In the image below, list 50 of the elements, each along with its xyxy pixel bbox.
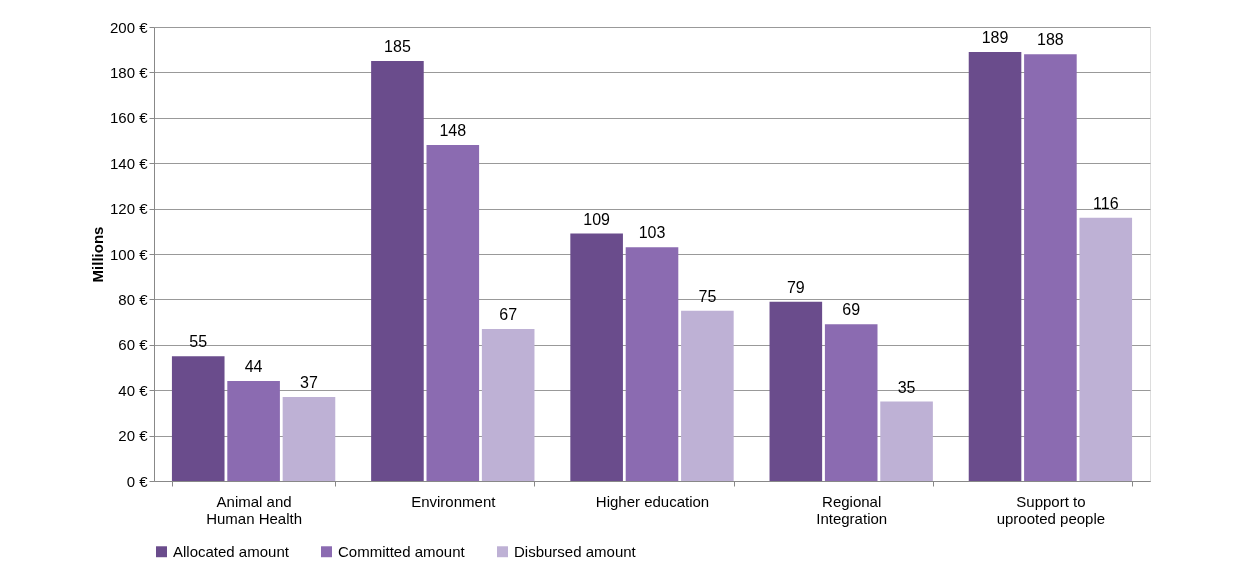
y-axis-title: Millions bbox=[88, 226, 106, 283]
bar bbox=[426, 145, 480, 481]
legend-label: Committed amount bbox=[338, 542, 466, 560]
x-tick-label: Regional Integration bbox=[816, 492, 888, 527]
data-label: 185 bbox=[384, 38, 411, 56]
legend-label: Allocated amount bbox=[173, 542, 290, 560]
data-label: 189 bbox=[981, 28, 1009, 46]
data-label: 103 bbox=[638, 224, 666, 242]
data-label: 75 bbox=[698, 287, 717, 305]
bar bbox=[880, 401, 933, 481]
y-tick-label: 80 € bbox=[118, 290, 149, 308]
y-tick-label: 160 € bbox=[109, 109, 149, 127]
y-tick-label: 120 € bbox=[109, 200, 149, 218]
x-tick-label: Environment bbox=[411, 492, 497, 510]
y-tick-label: 140 € bbox=[109, 154, 149, 172]
bar bbox=[769, 301, 823, 481]
bar bbox=[227, 381, 280, 481]
y-tick-label: 60 € bbox=[118, 336, 149, 354]
x-tick-label: Animal and Human Health bbox=[206, 492, 303, 527]
legend-label: Disbursed amount bbox=[514, 542, 637, 560]
x-tick-label: Support to uprooted people bbox=[996, 492, 1106, 527]
data-label: 79 bbox=[786, 278, 805, 296]
bar bbox=[824, 324, 878, 481]
y-tick-label: 100 € bbox=[109, 245, 149, 263]
y-tick-label: 180 € bbox=[109, 63, 149, 81]
y-tick-label: 0 € bbox=[126, 472, 149, 490]
data-label: 37 bbox=[300, 374, 318, 392]
bar bbox=[481, 328, 535, 481]
y-tick-label: 200 € bbox=[109, 18, 149, 36]
bar bbox=[968, 51, 1022, 481]
data-label: 55 bbox=[189, 333, 208, 351]
data-label: 35 bbox=[897, 378, 916, 396]
data-label: 44 bbox=[244, 358, 263, 376]
x-tick-label: Higher education bbox=[595, 492, 710, 510]
y-tick-label: 20 € bbox=[118, 427, 149, 445]
data-label: 67 bbox=[499, 305, 518, 323]
bar bbox=[282, 397, 336, 481]
y-tick-label: 40 € bbox=[118, 381, 149, 399]
bar bbox=[570, 233, 623, 481]
bar bbox=[681, 310, 734, 481]
data-label: 188 bbox=[1037, 31, 1064, 49]
data-label: 109 bbox=[583, 210, 611, 228]
bar bbox=[1079, 217, 1133, 481]
bar bbox=[171, 356, 225, 481]
bar bbox=[371, 61, 424, 481]
bar bbox=[1024, 54, 1077, 481]
bar bbox=[625, 247, 679, 481]
data-label: 116 bbox=[1093, 194, 1119, 212]
data-label: 69 bbox=[842, 301, 861, 319]
data-label: 148 bbox=[439, 122, 467, 140]
